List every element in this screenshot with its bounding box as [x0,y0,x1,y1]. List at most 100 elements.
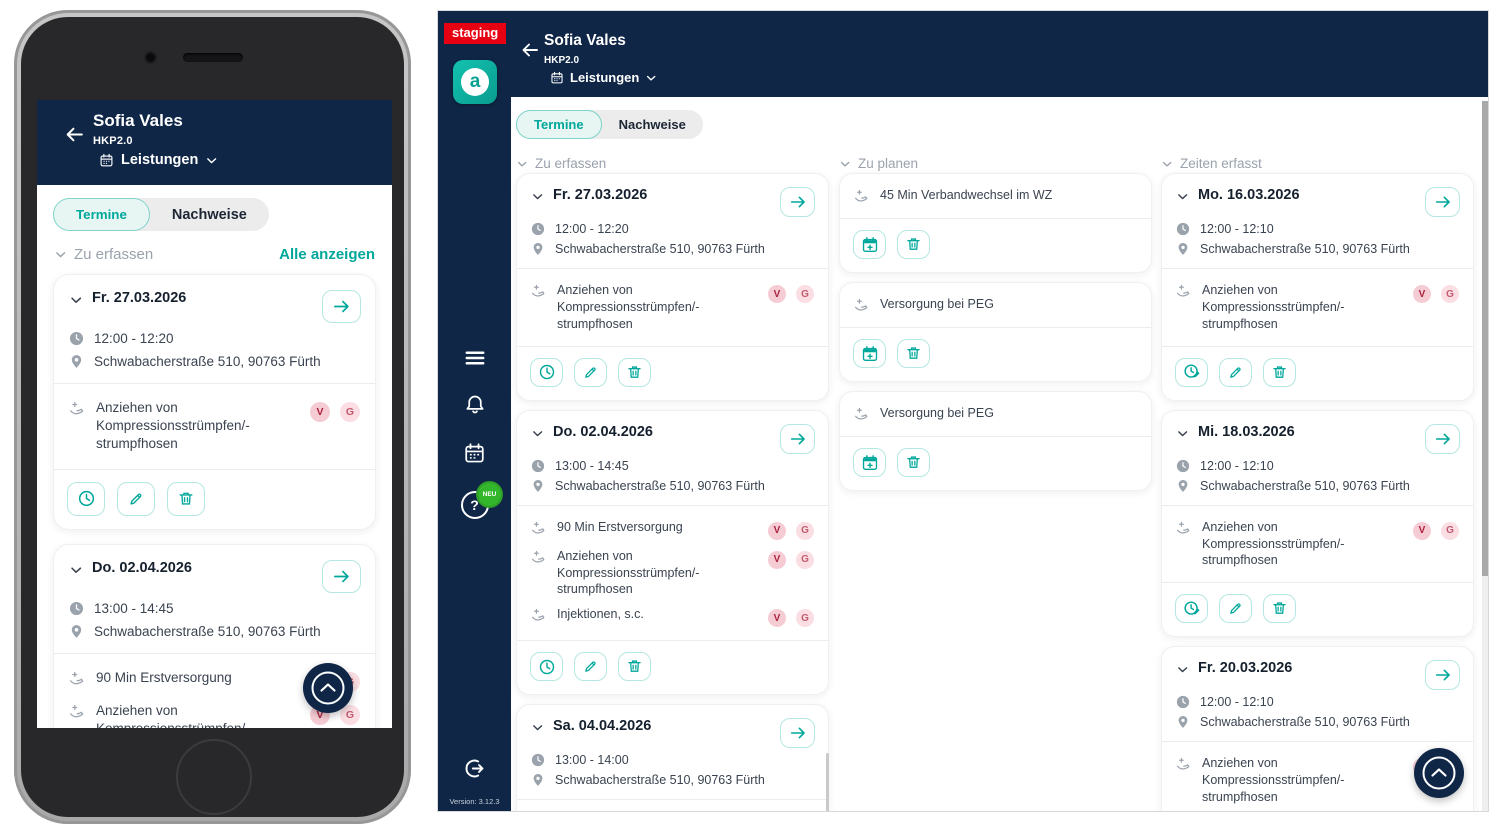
trash-icon [1271,364,1288,381]
sidebar-calendar-button[interactable] [438,441,511,466]
calendar-icon [463,442,486,465]
calendar-plus-icon [861,454,879,472]
care-service-icon [531,284,547,300]
divider [54,652,375,654]
app-logo[interactable]: a [453,60,497,104]
open-appointment-button[interactable] [780,718,815,749]
leistungen-menu[interactable]: Leistungen [93,151,224,169]
edit-time-button[interactable] [1175,357,1208,387]
record-time-button[interactable] [67,481,105,516]
column-header-zu-erfassen[interactable]: Zu erfassen [516,156,606,171]
column-header-zu-planen[interactable]: Zu planen [839,156,918,171]
status-badge-v: V [768,550,786,569]
tab-nachweise[interactable]: Nachweise [602,111,703,138]
care-service-icon [1176,284,1192,300]
edit-button[interactable] [1219,357,1252,387]
clock-outline-icon [538,363,556,381]
appointment-time: 13:00 - 14:45 [555,458,629,473]
tab-nachweise[interactable]: Nachweise [150,199,269,231]
appointment-address: Schwabacherstraße 510, 90763 Fürth [555,773,765,788]
schedule-button[interactable] [853,339,886,368]
open-appointment-button[interactable] [780,187,815,217]
delete-button[interactable] [897,339,930,368]
edit-button[interactable] [574,652,607,682]
show-all-link[interactable]: Alle anzeigen [279,246,375,263]
chevron-down-icon[interactable] [1176,190,1189,203]
chevron-down-icon[interactable] [1176,663,1189,676]
status-badge-g: G [340,704,360,725]
trash-icon [626,658,643,675]
status-badge-g: G [796,550,814,569]
column-header-zeiten-erfasst[interactable]: Zeiten erfasst [1161,156,1262,171]
chevron-down-icon[interactable] [531,427,544,440]
back-button[interactable] [514,39,546,61]
appointment-time: 12:00 - 12:10 [1200,695,1274,710]
edit-button[interactable] [117,481,155,516]
leistungen-menu[interactable]: Leistungen [544,69,663,86]
edit-time-button[interactable] [1175,594,1208,624]
plan-label: HKP2.0 [93,135,133,147]
sidebar-menu-button[interactable] [438,345,511,371]
sidebar-help-button[interactable]: ? NEU [438,483,511,520]
chevron-down-icon[interactable] [69,293,83,307]
record-time-button[interactable] [530,357,563,387]
service-name: 90 Min Erstversorgung [96,669,232,685]
open-appointment-button[interactable] [1425,660,1460,691]
delete-button[interactable] [167,481,205,516]
delete-button[interactable] [618,357,651,387]
scroll-top-button[interactable] [1414,748,1464,798]
logout-button[interactable] [438,755,511,782]
open-appointment-button[interactable] [1425,187,1460,217]
open-appointment-button[interactable] [780,423,815,454]
service-name: Anziehen von Kompressionsstrümpfen/-stru… [557,283,700,331]
status-badge-g: G [796,609,814,628]
pencil-icon [582,364,599,381]
divider [517,799,828,801]
column-zu-planen: 45 Min Verbandwechsel im WZ Versorgung b… [839,173,1152,500]
schedule-button[interactable] [853,448,886,477]
care-service-icon [1176,521,1192,537]
trash-icon [177,490,195,508]
tab-termine[interactable]: Termine [53,198,150,231]
chevron-down-icon[interactable] [531,190,544,203]
status-badge-g: G [340,402,360,422]
location-pin-icon [531,773,545,787]
schedule-button[interactable] [853,230,886,259]
open-appointment-button[interactable] [322,559,361,593]
phone-camera [146,53,155,62]
tab-termine[interactable]: Termine [516,110,602,139]
delete-button[interactable] [618,652,651,682]
care-service-icon [69,671,86,688]
edit-button[interactable] [574,357,607,387]
chevron-down-icon[interactable] [69,563,83,577]
trash-icon [905,454,922,471]
section-zu-erfassen[interactable]: Zu erfassen [54,246,279,263]
record-time-button[interactable] [530,652,563,682]
scroll-top-button[interactable] [303,663,353,713]
back-button[interactable] [58,123,91,146]
chevron-up-icon [303,663,353,713]
care-service-icon [531,608,547,624]
care-service-icon [854,298,870,314]
trash-icon [905,345,922,362]
delete-button[interactable] [1263,357,1296,387]
chevron-down-icon[interactable] [1176,427,1189,440]
pencil-icon [127,490,145,508]
location-pin-icon [1176,242,1190,256]
divider [1162,345,1473,347]
edit-button[interactable] [1219,594,1252,624]
trash-icon [626,364,643,381]
service-name: 90 Min Erstversorgung [557,519,683,534]
planning-card: Versorgung bei PEG [839,282,1152,382]
sidebar-notifications-button[interactable] [438,392,511,418]
delete-button[interactable] [1263,594,1296,624]
open-appointment-button[interactable] [1425,423,1460,454]
delete-button[interactable] [897,230,930,259]
column-scrollbar-thumb[interactable] [826,753,829,811]
divider [840,436,1151,437]
delete-button[interactable] [897,448,930,477]
appointment-time: 12:00 - 12:20 [555,222,629,236]
chevron-down-icon[interactable] [531,721,544,734]
window-scrollbar-thumb[interactable] [1482,101,1488,576]
open-appointment-button[interactable] [322,290,361,323]
